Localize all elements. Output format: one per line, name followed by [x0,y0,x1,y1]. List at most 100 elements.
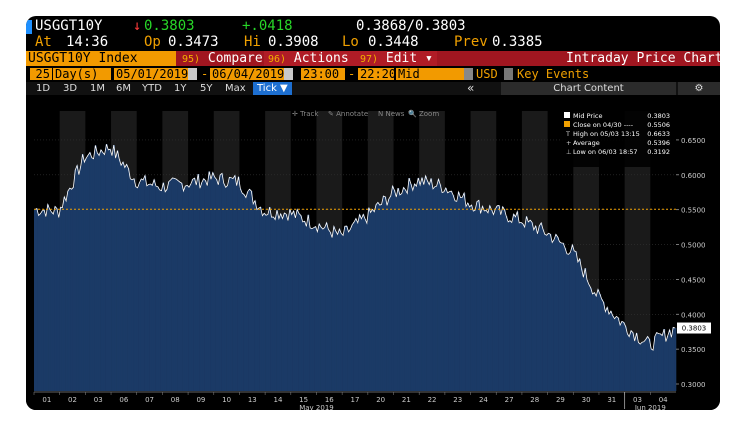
actions-button[interactable]: 96) Actions ▾ [264,51,369,66]
price-bar [463,193,466,391]
price-bar [560,243,563,391]
chart-content-label: Chart Content [553,83,624,94]
price-bar [345,226,348,391]
period-max[interactable]: Max [225,83,246,94]
price-bar [92,158,95,391]
price-bar [144,175,147,391]
price-bar [472,211,475,391]
price-bar [424,175,427,391]
day-unit-select[interactable]: Day(s) [53,68,111,80]
price-bar [206,185,209,391]
price-bar [674,328,677,391]
period-1d[interactable]: 1D [36,83,51,94]
price-bar [589,287,592,391]
price-bar [668,330,671,391]
price-bar [388,198,391,391]
price-field-select[interactable]: Mid [396,68,464,80]
end-date-field[interactable]: 06/04/2019 [210,67,285,81]
price-bar [105,144,108,391]
price-bar [547,233,550,391]
start-calendar-icon[interactable] [188,68,197,80]
price-bar [230,177,233,391]
price-bar [479,213,482,391]
price-bar [663,329,666,391]
period-5y[interactable]: 5Y [200,83,213,94]
x-tick-label: 30 [582,396,591,404]
chart-content-button[interactable]: Chart Content [501,82,676,95]
price-bar [61,207,64,391]
price-bar [439,184,442,391]
price-bar [465,206,468,391]
key-events-checkbox[interactable] [504,68,513,80]
price-bar [470,204,473,391]
day-count-field[interactable]: 25 [30,68,52,80]
y-tick-label: 0.5500 [681,207,706,215]
period-3d[interactable]: 3D [63,83,78,94]
price-bar [182,190,185,391]
price-bar [299,215,303,391]
end-time-field[interactable]: 22:20 [358,67,397,81]
end-calendar-icon[interactable] [284,68,293,80]
price-bar [428,184,431,391]
price-bar [120,165,123,391]
price-bar [395,197,398,391]
price-bar [287,220,290,391]
period-1m[interactable]: 1M [90,83,105,94]
period-6m[interactable]: 6M [116,83,131,94]
price-bar [211,172,215,391]
price-bar [527,221,530,391]
price-bar [510,222,514,391]
price-bar [542,229,545,391]
price-bar [83,162,86,391]
index-name-field[interactable]: USGGT10Y Index [26,51,176,66]
edit-button[interactable]: 97) Edit ▾ [356,51,437,66]
intraday-price-chart[interactable]: 0.6500 0.6000 0.5500 0.5000 0.4500 0.4000 0.35… [26,95,720,410]
price-bar [118,159,121,391]
period-1y[interactable]: 1Y [174,83,187,94]
price-bar [378,205,381,391]
price-bar [485,210,488,391]
start-date-field[interactable]: 05/01/2019 [114,67,189,81]
tick-dropdown[interactable]: Tick ▼ [253,82,292,95]
price-bar [633,341,636,391]
compare-button[interactable]: 95) Compare [178,51,267,66]
price-bar [556,237,559,391]
price-bar [173,178,176,391]
actions-label: Actions ▾ [293,51,365,66]
ticker-symbol[interactable]: USGGT10Y [35,18,103,34]
legend-mid-value: 0.3803 [647,112,670,120]
price-bar [318,223,321,391]
track-tool[interactable]: ✛ Track [292,110,319,118]
price-bar [37,215,40,391]
price-bar [459,197,462,391]
price-bar [334,230,337,391]
price-bar [162,182,165,391]
price-bar [76,165,79,391]
period-ytd[interactable]: YTD [142,83,162,94]
price-bar [72,187,75,391]
gear-icon[interactable]: ⚙ [678,82,720,95]
quote-time: 14:36 [66,34,109,50]
price-bar [325,222,328,391]
zoom-tool[interactable]: 🔍 Zoom [408,109,439,118]
price-bar [488,205,492,391]
price-bar [285,214,288,391]
price-bar [78,174,81,391]
price-bar [323,227,326,391]
price-bar [532,229,536,391]
news-tool[interactable]: N News [378,110,405,118]
price-bar [111,155,114,391]
price-bar [90,157,93,391]
field-dropdown-icon[interactable] [464,68,473,80]
price-bar [125,164,128,391]
annotate-tool[interactable]: ✎ Annotate [328,110,368,118]
price-bar [129,178,132,391]
price-bar [340,233,343,391]
price-bar [254,200,257,391]
price-bar [272,216,275,391]
key-events-label[interactable]: Key Events [517,67,590,81]
price-bar [454,200,457,391]
collapse-icon[interactable]: « [467,81,475,95]
start-time-field[interactable]: 23:00 [301,68,345,80]
high-value: 0.3908 [268,34,319,50]
